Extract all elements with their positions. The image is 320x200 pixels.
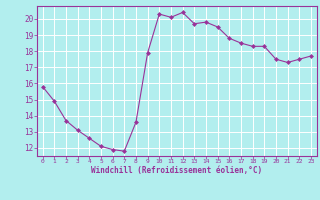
X-axis label: Windchill (Refroidissement éolien,°C): Windchill (Refroidissement éolien,°C) <box>91 166 262 175</box>
